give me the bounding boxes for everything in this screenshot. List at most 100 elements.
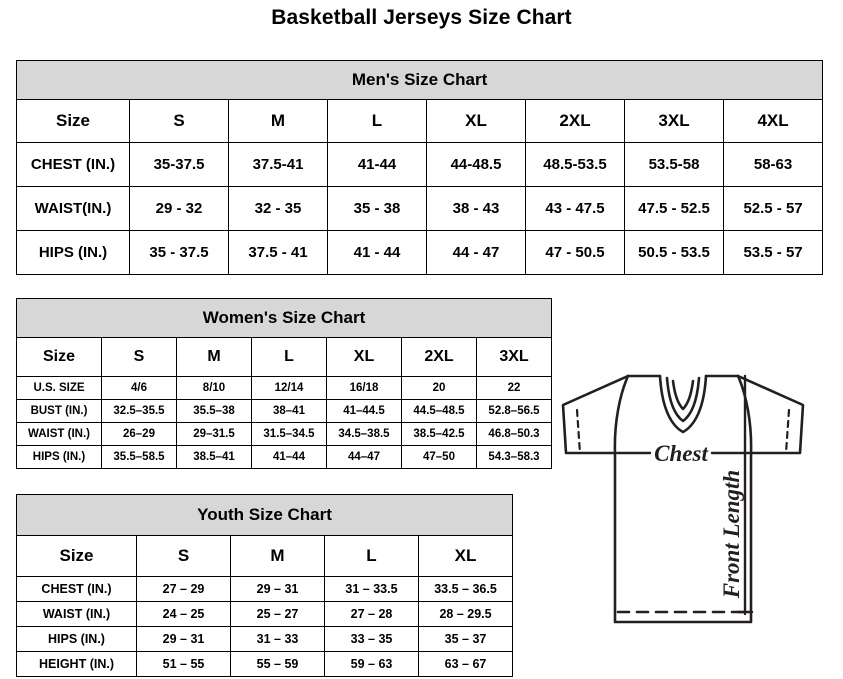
table-cell: 37.5 - 41	[228, 230, 328, 275]
table-cell: 44–47	[326, 445, 402, 469]
right-armhole-curve	[736, 374, 753, 455]
jersey-measurement-diagram: Chest Front Length	[540, 352, 840, 674]
table-cell: 38–41	[251, 399, 327, 423]
table-cell: 41 - 44	[327, 230, 427, 275]
table-cell: 28 – 29.5	[417, 601, 514, 627]
table-row: U.S. SIZE 4/6 8/10 12/14 16/18 20 22	[16, 376, 553, 400]
table-cell: 44 - 47	[426, 230, 526, 275]
row-label-us-size: U.S. SIZE	[16, 376, 102, 400]
row-label-hips: HIPS (IN.)	[16, 445, 102, 469]
table-cell: 50.5 - 53.5	[624, 230, 724, 275]
table-header-row: Size S M L XL 2XL 3XL	[16, 337, 553, 377]
mens-size-chart-table: Men's Size Chart Size S M L XL 2XL 3XL 4…	[15, 60, 824, 275]
table-cell: 35-37.5	[129, 142, 229, 187]
table-cell: 58-63	[722, 142, 824, 187]
table-header-row: Size S M L XL 2XL 3XL 4XL	[16, 99, 824, 143]
column-header-xl: XL	[326, 337, 402, 377]
table-cell: 27 – 29	[136, 576, 231, 602]
table-cell: 33.5 – 36.5	[417, 576, 514, 602]
table-row: HIPS (IN.) 35.5–58.5 38.5–41 41–44 44–47…	[16, 445, 553, 469]
row-label-chest: CHEST (IN.)	[16, 142, 130, 187]
column-header-l: L	[327, 99, 427, 143]
row-label-waist: WAIST(IN.)	[16, 186, 130, 231]
column-header-2xl: 2XL	[401, 337, 477, 377]
table-cell: 26–29	[101, 422, 177, 446]
table-cell: 38.5–42.5	[401, 422, 477, 446]
table-header-row: Size S M L XL	[16, 535, 514, 577]
column-header-xl: XL	[417, 535, 514, 577]
table-cell: 35 - 37.5	[129, 230, 229, 275]
column-header-m: M	[230, 535, 325, 577]
right-sleeve-outline	[736, 374, 805, 455]
table-cell: 47 - 50.5	[525, 230, 625, 275]
table-cell: 22	[475, 376, 553, 400]
vneck-inner	[671, 379, 695, 411]
table-cell: 35.5–38	[176, 399, 252, 423]
table-caption-row: Women's Size Chart	[15, 298, 553, 338]
womens-chart-caption: Women's Size Chart	[15, 298, 553, 338]
table-cell: 37.5-41	[228, 142, 328, 187]
table-cell: 46.8–50.3	[475, 422, 553, 446]
table-cell: 35 – 37	[417, 626, 514, 652]
table-cell: 29 - 32	[129, 186, 229, 231]
left-armhole-curve	[613, 374, 630, 455]
row-label-waist: WAIST (IN.)	[16, 422, 102, 446]
column-header-size: Size	[16, 337, 102, 377]
table-cell: 38.5–41	[176, 445, 252, 469]
table-cell: 44.5–48.5	[401, 399, 477, 423]
table-cell: 29 – 31	[136, 626, 231, 652]
youth-chart-caption: Youth Size Chart	[15, 494, 514, 536]
table-cell: 33 – 35	[324, 626, 419, 652]
table-row: WAIST(IN.) 29 - 32 32 - 35 35 - 38 38 - …	[16, 186, 824, 231]
right-cuff-dash	[784, 408, 791, 455]
body-outline	[613, 451, 753, 624]
mens-chart-caption: Men's Size Chart	[15, 60, 824, 100]
womens-size-chart-table: Women's Size Chart Size S M L XL 2XL 3XL…	[15, 298, 553, 469]
table-cell: 43 - 47.5	[525, 186, 625, 231]
table-cell: 54.3–58.3	[475, 445, 553, 469]
page-title: Basketball Jerseys Size Chart	[271, 6, 572, 29]
table-cell: 47.5 - 52.5	[624, 186, 724, 231]
table-cell: 41–44	[251, 445, 327, 469]
table-row: CHEST (IN.) 27 – 29 29 – 31 31 – 33.5 33…	[16, 576, 514, 602]
table-cell: 55 – 59	[230, 651, 325, 677]
column-header-3xl: 3XL	[475, 337, 553, 377]
table-cell: 53.5-58	[624, 142, 724, 187]
chest-dimension-label: Chest	[654, 441, 708, 466]
table-cell: 52.5 - 57	[722, 186, 824, 231]
table-cell: 32 - 35	[228, 186, 328, 231]
table-cell: 8/10	[176, 376, 252, 400]
table-cell: 59 – 63	[324, 651, 419, 677]
table-cell: 35.5–58.5	[101, 445, 177, 469]
column-header-m: M	[176, 337, 252, 377]
table-cell: 41-44	[327, 142, 427, 187]
table-cell: 53.5 - 57	[722, 230, 824, 275]
table-row: HIPS (IN.) 29 – 31 31 – 33 33 – 35 35 – …	[16, 626, 514, 652]
table-cell: 25 – 27	[230, 601, 325, 627]
table-cell: 4/6	[101, 376, 177, 400]
front-length-dimension-label: Front Length	[719, 470, 744, 599]
table-caption-row: Youth Size Chart	[15, 494, 514, 536]
table-cell: 34.5–38.5	[326, 422, 402, 446]
table-cell: 16/18	[326, 376, 402, 400]
column-header-m: M	[228, 99, 328, 143]
column-header-size: Size	[16, 99, 130, 143]
table-row: HEIGHT (IN.) 51 – 55 55 – 59 59 – 63 63 …	[16, 651, 514, 677]
table-cell: 29 – 31	[230, 576, 325, 602]
column-header-4xl: 4XL	[722, 99, 824, 143]
table-cell: 31.5–34.5	[251, 422, 327, 446]
table-cell: 12/14	[251, 376, 327, 400]
table-cell: 31 – 33	[230, 626, 325, 652]
row-label-hips: HIPS (IN.)	[16, 626, 137, 652]
table-cell: 41–44.5	[326, 399, 402, 423]
table-cell: 44-48.5	[426, 142, 526, 187]
row-label-waist: WAIST (IN.)	[16, 601, 137, 627]
table-cell: 24 – 25	[136, 601, 231, 627]
table-row: BUST (IN.) 32.5–35.5 35.5–38 38–41 41–44…	[16, 399, 553, 423]
column-header-s: S	[101, 337, 177, 377]
table-row: WAIST (IN.) 26–29 29–31.5 31.5–34.5 34.5…	[16, 422, 553, 446]
row-label-height: HEIGHT (IN.)	[16, 651, 137, 677]
table-cell: 48.5-53.5	[525, 142, 625, 187]
table-cell: 29–31.5	[176, 422, 252, 446]
vneck-outer	[658, 374, 708, 434]
